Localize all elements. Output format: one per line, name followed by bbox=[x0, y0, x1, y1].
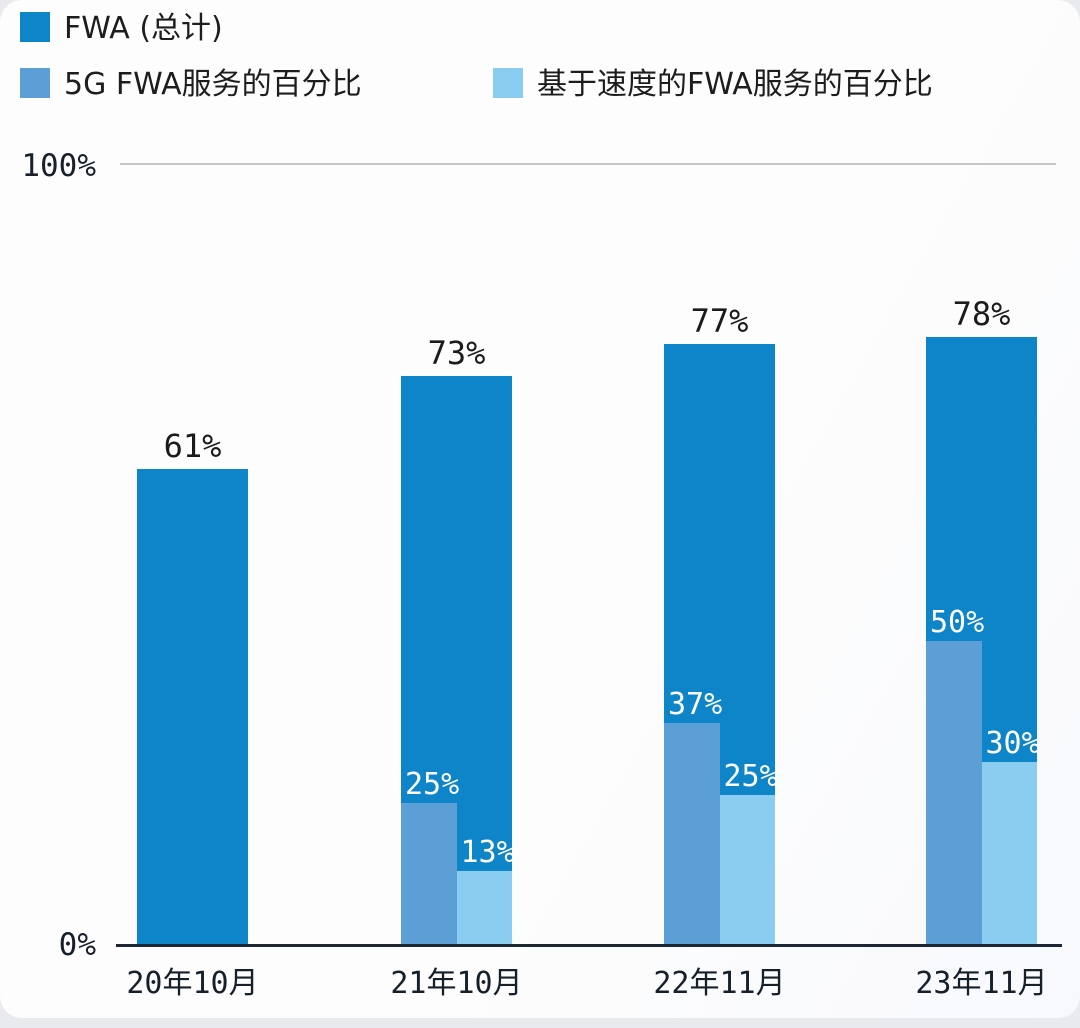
legend-swatch-speed-share bbox=[493, 68, 523, 98]
bar-speed-share bbox=[981, 762, 1037, 945]
x-axis-category: 20年10月 bbox=[126, 966, 259, 1001]
bar-fwa-total bbox=[137, 469, 248, 945]
bar-value-label: 77% bbox=[690, 302, 749, 341]
y-axis-label-100: 100% bbox=[21, 148, 96, 184]
bar-5g-share bbox=[401, 802, 457, 945]
y-axis-label-0: 0% bbox=[58, 927, 96, 963]
bar-speed-share bbox=[719, 794, 775, 945]
x-axis-category: 23年11月 bbox=[915, 966, 1048, 1001]
legend-label-speed-share: 基于速度的FWA服务的百分比 bbox=[537, 67, 933, 102]
bar-value-label: 73% bbox=[427, 333, 486, 372]
bar-5g-share-value-label: 25% bbox=[405, 766, 460, 802]
legend-swatch-fwa-total bbox=[20, 12, 50, 42]
legend-swatch-5g-share bbox=[20, 68, 50, 98]
x-axis-category: 22年11月 bbox=[653, 966, 786, 1001]
bar-value-label: 78% bbox=[952, 294, 1011, 333]
bar-5g-share bbox=[664, 722, 720, 945]
bar-5g-share-value-label: 37% bbox=[668, 686, 723, 722]
legend-label-fwa-total: FWA (总计) bbox=[64, 11, 223, 46]
x-axis-category: 21年10月 bbox=[390, 966, 523, 1001]
bar-5g-share-value-label: 50% bbox=[930, 604, 985, 640]
bar-value-label: 61% bbox=[163, 427, 222, 466]
bar-speed-share-value-label: 25% bbox=[723, 758, 778, 794]
bar-speed-share-value-label: 13% bbox=[460, 834, 515, 870]
bar-speed-share bbox=[456, 870, 512, 945]
bar-5g-share bbox=[926, 640, 982, 945]
legend-label-5g-share: 5G FWA服务的百分比 bbox=[64, 67, 362, 102]
x-axis-line bbox=[116, 944, 1062, 947]
gridline-100 bbox=[120, 163, 1056, 165]
bar-speed-share-value-label: 30% bbox=[985, 726, 1040, 762]
